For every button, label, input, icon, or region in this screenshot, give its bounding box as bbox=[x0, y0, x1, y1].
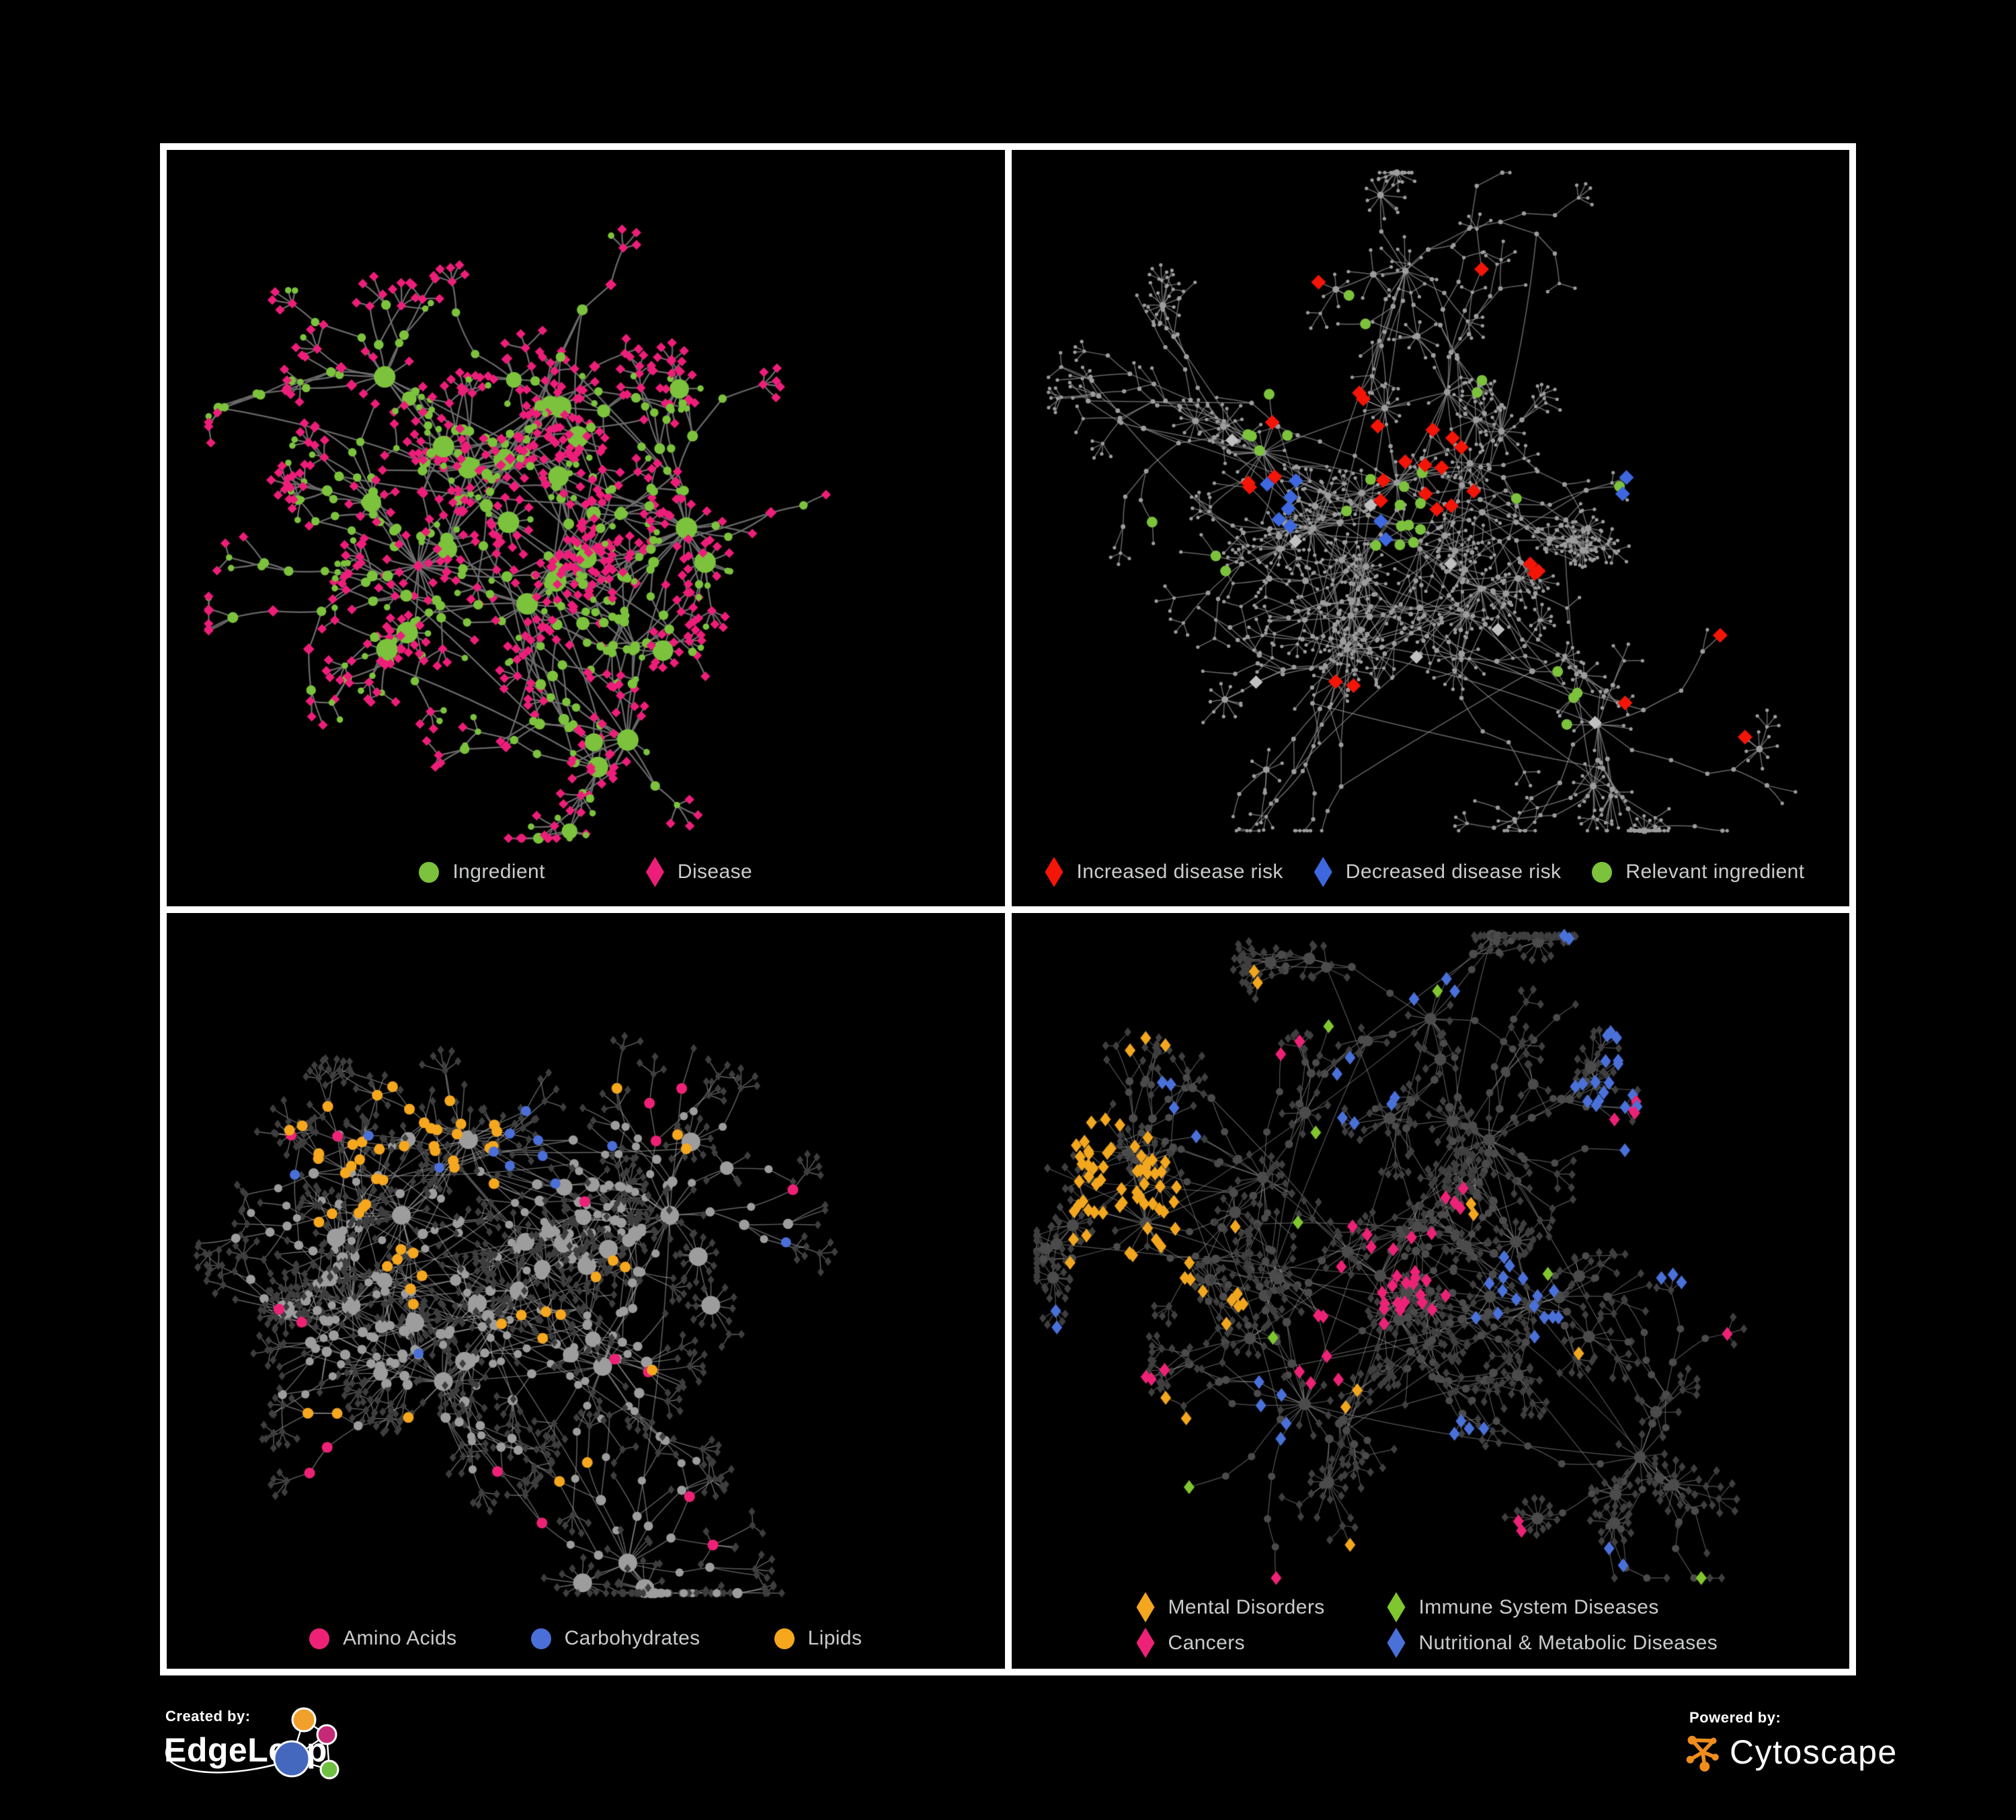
legend-item-immune-system-diseases: Immune System Diseases bbox=[1387, 1592, 1718, 1622]
network-canvas-disease-groups bbox=[1011, 912, 1849, 1669]
panel-disease-risk: Increased disease risk Decreased disease… bbox=[1011, 150, 1850, 906]
lipids-swatch-icon bbox=[774, 1628, 795, 1649]
legend-item-decreased-risk: Decreased disease risk bbox=[1314, 857, 1562, 887]
legend-item-amino-acids: Amino Acids bbox=[309, 1627, 456, 1650]
nutritional-metabolic-diseases-swatch-icon bbox=[1387, 1628, 1406, 1658]
network-canvas-ingredient-disease bbox=[167, 150, 1005, 906]
powered-by-block: Powered by: bbox=[1684, 1709, 1966, 1796]
ingredient-swatch-icon bbox=[419, 861, 440, 883]
carbohydrates-swatch-icon bbox=[530, 1628, 551, 1649]
panel-grid: Ingredient Disease Increased disease ris… bbox=[160, 143, 1856, 1675]
legend-label: Amino Acids bbox=[343, 1627, 457, 1649]
legend-disease-groups: Mental Disorders Immune System Diseases … bbox=[1136, 1592, 1718, 1658]
legend-label: Lipids bbox=[807, 1627, 862, 1649]
legend-label: Carbohydrates bbox=[564, 1627, 700, 1649]
legend-label: Cancers bbox=[1168, 1631, 1246, 1654]
legend-label: Nutritional & Metabolic Diseases bbox=[1418, 1631, 1718, 1654]
legend-item-ingredient: Ingredient bbox=[419, 861, 545, 883]
panel-nutrient-groups: Amino Acids Carbohydrates Lipids bbox=[167, 912, 1005, 1669]
legend-item-disease: Disease bbox=[645, 857, 753, 887]
legend-item-relevant-ingredient: Relevant ingredient bbox=[1592, 861, 1804, 883]
legend-label: Relevant ingredient bbox=[1625, 861, 1805, 883]
amino-acids-swatch-icon bbox=[309, 1628, 330, 1649]
disease-swatch-icon bbox=[645, 857, 664, 887]
legend-label: Ingredient bbox=[452, 861, 545, 883]
legend-label: Immune System Diseases bbox=[1418, 1595, 1659, 1618]
legend-label: Decreased disease risk bbox=[1345, 861, 1562, 883]
relevant-ingredient-swatch-icon bbox=[1592, 861, 1613, 883]
legend-disease-risk: Increased disease risk Decreased disease… bbox=[1012, 857, 1850, 887]
legend-ingredient-disease: Ingredient Disease bbox=[167, 857, 1005, 887]
legend-label: Disease bbox=[677, 861, 753, 883]
created-by-label: Created by: bbox=[165, 1708, 251, 1725]
cancers-swatch-icon bbox=[1136, 1628, 1155, 1658]
legend-item-carbohydrates: Carbohydrates bbox=[530, 1627, 700, 1650]
legend-item-mental-disorders: Mental Disorders bbox=[1136, 1592, 1387, 1622]
decreased-risk-swatch-icon bbox=[1314, 857, 1332, 887]
legend-item-increased-risk: Increased disease risk bbox=[1045, 857, 1283, 887]
legend-label: Increased disease risk bbox=[1076, 861, 1283, 883]
panel-ingredient-disease: Ingredient Disease bbox=[167, 150, 1005, 906]
panel-disease-groups: Mental Disorders Immune System Diseases … bbox=[1011, 912, 1849, 1669]
legend-item-lipids: Lipids bbox=[774, 1627, 862, 1650]
powered-by-label: Powered by: bbox=[1689, 1709, 1781, 1726]
legend-nutrient-groups: Amino Acids Carbohydrates Lipids bbox=[167, 1627, 1005, 1650]
legend-item-nutritional-metabolic-diseases: Nutritional & Metabolic Diseases bbox=[1387, 1628, 1718, 1658]
powered-by-row: Cytoscape bbox=[1684, 1732, 1966, 1772]
edgeleap-brand: EdgeLeap bbox=[164, 1731, 327, 1769]
cytoscape-brand: Cytoscape bbox=[1730, 1733, 1898, 1771]
network-canvas-disease-risk bbox=[1011, 150, 1849, 906]
created-by-block: Created by: EdgeLeap bbox=[160, 1707, 402, 1802]
cytoscape-logo-icon bbox=[1686, 1735, 1719, 1772]
mental-disorders-swatch-icon bbox=[1136, 1592, 1155, 1622]
immune-system-diseases-swatch-icon bbox=[1387, 1592, 1406, 1622]
increased-risk-swatch-icon bbox=[1045, 857, 1063, 887]
legend-item-cancers: Cancers bbox=[1136, 1628, 1387, 1658]
legend-label: Mental Disorders bbox=[1168, 1595, 1325, 1618]
network-canvas-nutrient-groups bbox=[167, 912, 1005, 1669]
